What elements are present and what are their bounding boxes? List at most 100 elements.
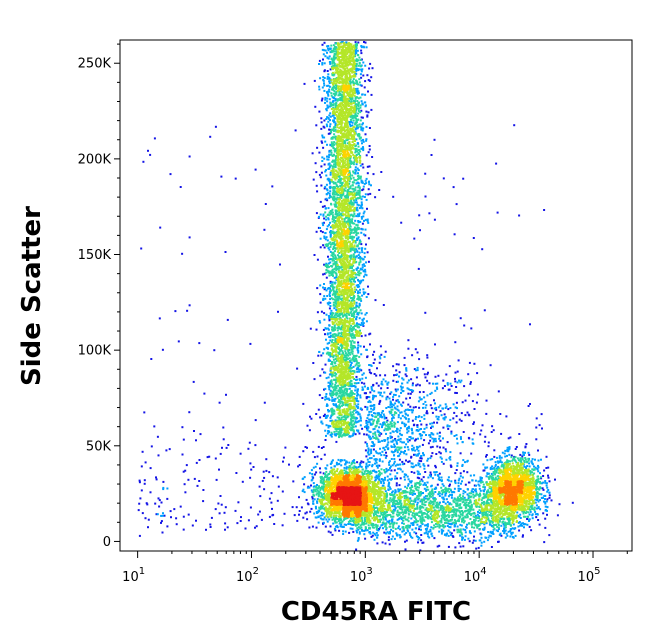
data-point	[365, 320, 368, 323]
data-point	[344, 470, 347, 473]
data-point	[330, 151, 333, 154]
data-point	[390, 522, 393, 525]
data-point	[519, 453, 522, 456]
data-point	[390, 538, 393, 541]
data-point	[544, 501, 547, 504]
data-point	[359, 324, 362, 326]
data-point	[335, 440, 338, 443]
data-point	[357, 279, 360, 282]
data-point	[440, 506, 443, 509]
data-point	[306, 518, 309, 521]
data-point	[326, 403, 328, 406]
data-point	[321, 156, 324, 159]
data-point	[479, 492, 481, 495]
data-point	[371, 389, 374, 392]
data-point	[402, 527, 405, 530]
data-point	[492, 526, 495, 528]
data-point	[356, 267, 359, 270]
data-point	[334, 378, 337, 381]
data-point	[378, 412, 380, 415]
data-point	[475, 490, 478, 493]
data-point	[454, 479, 457, 482]
data-point	[350, 463, 353, 466]
data-point	[392, 365, 395, 368]
data-point	[349, 411, 352, 414]
data-point	[328, 341, 331, 344]
data-point	[482, 486, 485, 488]
data-point	[315, 413, 318, 415]
data-point	[419, 420, 422, 422]
data-point	[329, 389, 332, 392]
data-point	[495, 471, 498, 474]
data-point	[329, 143, 332, 146]
data-point	[542, 475, 545, 477]
data-point	[196, 484, 199, 487]
data-point	[353, 371, 356, 374]
data-point	[368, 364, 371, 366]
data-point	[352, 524, 355, 526]
data-point	[440, 521, 443, 524]
data-point	[329, 476, 332, 479]
data-point	[496, 211, 499, 214]
data-point	[438, 530, 441, 533]
data-point	[352, 255, 355, 258]
data-point	[364, 313, 367, 316]
data-point	[354, 346, 356, 349]
data-point	[362, 127, 365, 130]
data-point	[360, 249, 363, 252]
data-point	[354, 96, 357, 99]
data-point	[358, 355, 361, 358]
data-point	[432, 500, 435, 503]
data-point	[464, 506, 467, 509]
data-point	[331, 137, 334, 140]
data-point	[343, 432, 346, 435]
data-point	[357, 172, 359, 175]
data-point	[442, 516, 445, 519]
data-point	[268, 515, 271, 518]
data-point	[393, 508, 396, 511]
data-point	[181, 252, 184, 255]
data-point	[358, 123, 361, 126]
data-point	[422, 541, 425, 544]
data-point	[356, 224, 359, 227]
data-point	[384, 350, 387, 353]
data-point	[401, 530, 404, 533]
data-point	[325, 476, 328, 479]
data-point	[442, 484, 445, 487]
data-point	[193, 430, 195, 432]
data-point	[396, 373, 399, 376]
data-point	[495, 523, 498, 526]
data-point	[357, 178, 360, 181]
data-point	[331, 382, 334, 385]
data-point	[352, 269, 355, 272]
data-point	[357, 297, 359, 300]
data-point	[462, 498, 465, 501]
data-point	[336, 524, 339, 527]
data-point	[411, 514, 414, 517]
data-point	[346, 142, 349, 145]
data-point	[361, 222, 364, 225]
data-point	[315, 471, 318, 474]
data-point	[344, 463, 347, 466]
data-point	[357, 83, 360, 86]
data-point	[166, 525, 169, 528]
data-point	[355, 179, 358, 182]
data-point	[442, 446, 445, 449]
data-point	[323, 82, 325, 85]
data-point	[358, 532, 361, 535]
data-point	[381, 541, 384, 544]
data-point	[356, 410, 359, 413]
data-point	[435, 522, 437, 525]
data-point	[461, 463, 464, 466]
data-point	[427, 535, 430, 538]
data-point	[415, 521, 418, 524]
data-point	[389, 473, 392, 476]
data-point	[320, 121, 323, 124]
data-point	[329, 221, 331, 224]
data-point	[449, 451, 452, 454]
data-point	[411, 528, 414, 531]
data-point	[326, 45, 329, 48]
data-point	[322, 415, 325, 417]
data-point	[324, 429, 327, 432]
data-point	[386, 444, 389, 447]
